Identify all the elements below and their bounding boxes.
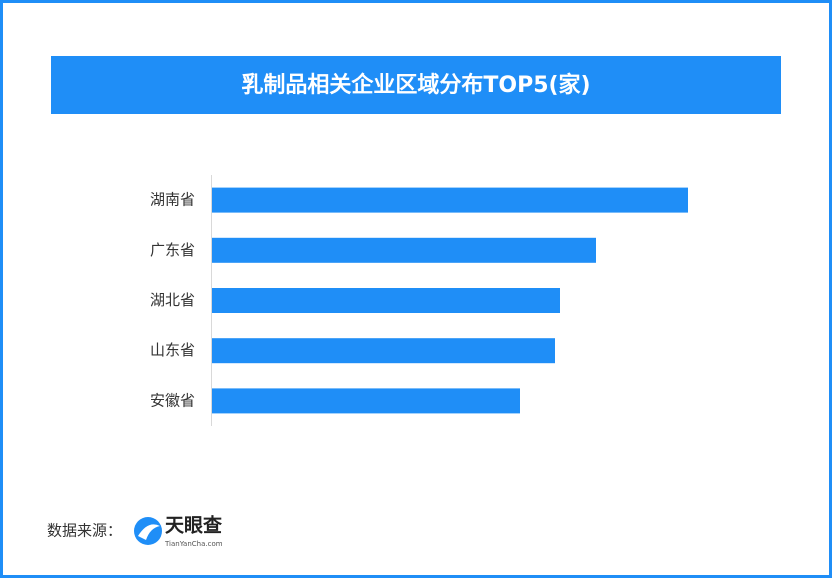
bar xyxy=(212,187,688,213)
bar xyxy=(212,388,520,414)
source-label: 数据来源： xyxy=(47,522,122,540)
title-banner xyxy=(51,56,781,114)
y-tick-label: 湖北省 xyxy=(150,291,195,309)
y-tick-label: 广东省 xyxy=(150,241,195,259)
chart-title: 乳制品相关企业区域分布TOP5(家) xyxy=(241,72,590,98)
logo-url: TianYanCha.com xyxy=(164,540,223,548)
logo: 天眼查 TianYanCha.com xyxy=(134,514,223,548)
bar xyxy=(212,237,596,263)
y-tick-label: 安徽省 xyxy=(150,391,195,409)
logo-wave xyxy=(138,524,160,540)
bar xyxy=(212,338,555,364)
bar xyxy=(212,288,560,313)
y-tick-label: 湖南省 xyxy=(150,191,195,209)
logo-brand: 天眼查 xyxy=(165,514,223,537)
y-tick-label: 山东省 xyxy=(150,341,195,359)
